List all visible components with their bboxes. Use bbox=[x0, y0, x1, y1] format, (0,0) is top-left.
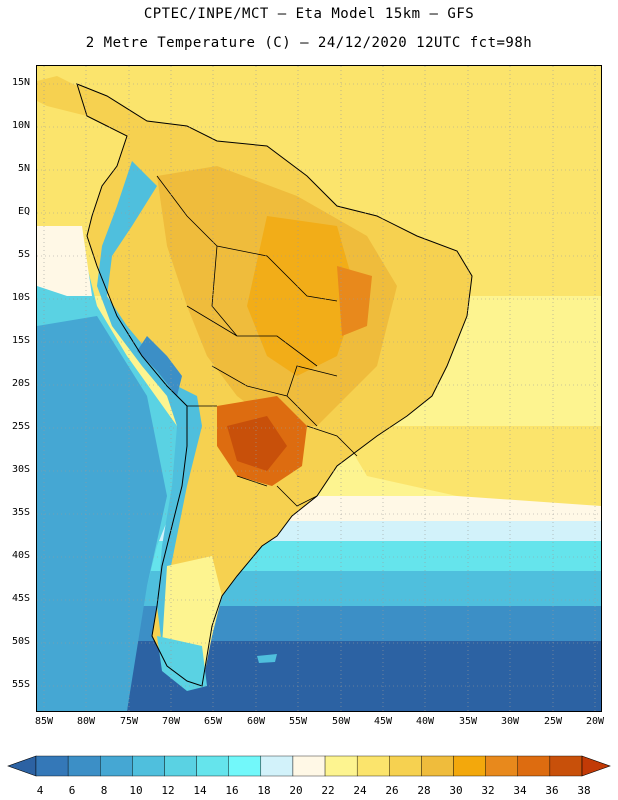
colorbar-swatch bbox=[260, 755, 294, 777]
patagonia-south bbox=[157, 636, 207, 691]
colorbar-label: 38 bbox=[577, 784, 591, 797]
colorbar-swatch bbox=[164, 755, 197, 777]
pacific-cold-zone bbox=[37, 316, 167, 711]
lon-label: 55W bbox=[288, 716, 308, 727]
colorbar bbox=[7, 755, 611, 777]
lat-label: 20S bbox=[11, 378, 30, 389]
pacific-coast-warm bbox=[37, 226, 92, 296]
atlantic-warm-tongue bbox=[337, 426, 601, 506]
lat-label: EQ bbox=[17, 206, 30, 217]
lat-label: 10N bbox=[11, 120, 30, 131]
lon-label: 35W bbox=[458, 716, 478, 727]
colorbar-swatch bbox=[67, 755, 101, 777]
colorbar-label: 24 bbox=[353, 784, 367, 797]
lon-label: 20W bbox=[585, 716, 605, 727]
lon-label: 80W bbox=[76, 716, 96, 727]
lat-label: 55S bbox=[11, 679, 30, 690]
colorbar-swatch bbox=[517, 755, 551, 777]
colorbar-label: 22 bbox=[321, 784, 335, 797]
colorbar-swatch bbox=[35, 755, 69, 777]
colorbar-label: 18 bbox=[257, 784, 271, 797]
colorbar-label: 26 bbox=[385, 784, 399, 797]
map-title: CPTEC/INPE/MCT – Eta Model 15km – GFS bbox=[143, 6, 475, 22]
lat-label: 15N bbox=[11, 77, 30, 88]
lon-label: 65W bbox=[203, 716, 223, 727]
lat-label: 50S bbox=[11, 636, 30, 647]
lon-label: 75W bbox=[119, 716, 139, 727]
lat-label: 35S bbox=[11, 507, 30, 518]
falkland-islands bbox=[257, 654, 277, 663]
colorbar-swatch bbox=[196, 755, 229, 777]
colorbar-label: 34 bbox=[513, 784, 527, 797]
coastline bbox=[76, 83, 473, 687]
colorbar-label: 16 bbox=[225, 784, 239, 797]
lon-label: 60W bbox=[246, 716, 266, 727]
colorbar-label: 4 bbox=[36, 784, 44, 797]
lat-label: 5N bbox=[17, 163, 30, 174]
lon-label: 30W bbox=[500, 716, 520, 727]
lat-label: 40S bbox=[11, 550, 30, 561]
colorbar-label: 10 bbox=[129, 784, 143, 797]
colorbar-swatch bbox=[356, 755, 390, 777]
andes-peaks bbox=[137, 336, 182, 396]
colorbar-arrow-high bbox=[581, 755, 611, 777]
lat-label: 10S bbox=[11, 292, 30, 303]
lon-label: 70W bbox=[161, 716, 181, 727]
andes-ridge bbox=[97, 161, 202, 646]
lat-label: 15S bbox=[11, 335, 30, 346]
lat-label: 25S bbox=[11, 421, 30, 432]
lon-label: 85W bbox=[34, 716, 54, 727]
colorbar-label: 6 bbox=[68, 784, 76, 797]
colorbar-swatch bbox=[549, 755, 583, 777]
lat-label: 45S bbox=[11, 593, 30, 604]
lon-label: 50W bbox=[331, 716, 351, 727]
colorbar-label: 14 bbox=[193, 784, 207, 797]
colorbar-swatch bbox=[421, 755, 454, 777]
land-heat-brazil-east bbox=[337, 266, 372, 336]
lat-label: 5S bbox=[17, 249, 30, 260]
lat-label: 30S bbox=[11, 464, 30, 475]
temperature-map bbox=[36, 65, 602, 712]
colorbar-arrow-low bbox=[7, 755, 37, 777]
country-borders bbox=[156, 175, 358, 507]
lon-label: 45W bbox=[373, 716, 393, 727]
colorbar-swatch bbox=[389, 755, 422, 777]
map-subtitle: 2 Metre Temperature (C) – 24/12/2020 12U… bbox=[85, 35, 533, 51]
lon-label: 25W bbox=[543, 716, 563, 727]
colorbar-swatch bbox=[453, 755, 486, 777]
colorbar-label: 30 bbox=[449, 784, 463, 797]
central-america-land bbox=[37, 76, 87, 116]
colorbar-swatch bbox=[132, 755, 165, 777]
colorbar-label: 32 bbox=[481, 784, 495, 797]
colorbar-label: 8 bbox=[100, 784, 108, 797]
colorbar-label: 36 bbox=[545, 784, 559, 797]
land-heat-core bbox=[227, 416, 287, 471]
colorbar-swatch bbox=[228, 755, 262, 777]
colorbar-swatch bbox=[292, 755, 326, 777]
colorbar-label: 20 bbox=[289, 784, 303, 797]
colorbar-swatch bbox=[324, 755, 358, 777]
lon-label: 40W bbox=[415, 716, 435, 727]
colorbar-swatch bbox=[100, 755, 133, 777]
colorbar-label: 28 bbox=[417, 784, 431, 797]
colorbar-swatch bbox=[485, 755, 518, 777]
colorbar-label: 12 bbox=[161, 784, 175, 797]
